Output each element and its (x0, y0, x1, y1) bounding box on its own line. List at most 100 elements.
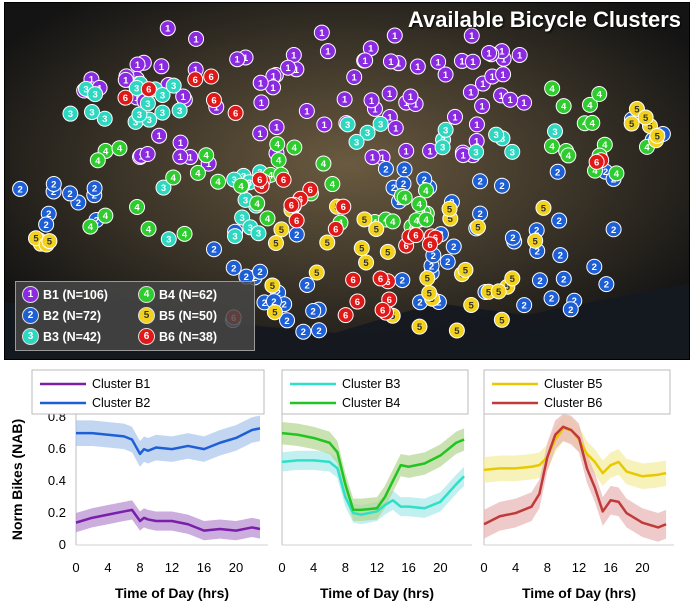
station-marker-b5[interactable]: 5 (41, 233, 58, 250)
station-marker-b4[interactable]: 4 (555, 98, 572, 115)
station-marker-b4[interactable]: 4 (165, 169, 182, 186)
station-marker-b2[interactable]: 2 (38, 216, 55, 233)
station-marker-b2[interactable]: 2 (586, 258, 603, 275)
station-marker-b2[interactable]: 2 (472, 173, 489, 190)
station-marker-b4[interactable]: 4 (189, 164, 206, 181)
station-marker-b1[interactable]: 1 (386, 27, 403, 44)
station-marker-b6[interactable]: 6 (327, 220, 344, 237)
station-marker-b1[interactable]: 1 (139, 146, 156, 163)
station-marker-b3[interactable]: 3 (468, 143, 485, 160)
station-marker-b2[interactable]: 2 (551, 212, 568, 229)
station-marker-b3[interactable]: 3 (547, 123, 564, 140)
station-marker-b1[interactable]: 1 (346, 69, 363, 86)
station-marker-b2[interactable]: 2 (288, 226, 305, 243)
station-marker-b1[interactable]: 1 (382, 53, 399, 70)
station-marker-b2[interactable]: 2 (552, 247, 569, 264)
station-marker-b5[interactable]: 5 (463, 297, 480, 314)
station-marker-b5[interactable]: 5 (441, 200, 458, 217)
station-marker-b6[interactable]: 6 (283, 197, 300, 214)
station-marker-b2[interactable]: 2 (12, 180, 29, 197)
station-marker-b4[interactable]: 4 (269, 136, 286, 153)
station-marker-b5[interactable]: 5 (535, 199, 552, 216)
station-marker-b2[interactable]: 2 (543, 290, 560, 307)
station-marker-b2[interactable]: 2 (225, 259, 242, 276)
station-marker-b2[interactable]: 2 (377, 160, 394, 177)
station-marker-b1[interactable]: 1 (151, 127, 168, 144)
station-marker-b6[interactable]: 6 (374, 301, 391, 318)
station-marker-b5[interactable]: 5 (490, 283, 507, 300)
station-marker-b4[interactable]: 4 (544, 80, 561, 97)
station-marker-b6[interactable]: 6 (140, 81, 157, 98)
station-marker-b1[interactable]: 1 (464, 53, 481, 70)
station-marker-b4[interactable]: 4 (384, 213, 401, 230)
station-marker-b5[interactable]: 5 (368, 220, 385, 237)
station-marker-b1[interactable]: 1 (319, 43, 336, 60)
station-marker-b1[interactable]: 1 (313, 24, 330, 41)
station-marker-b4[interactable]: 4 (396, 189, 413, 206)
station-marker-b4[interactable]: 4 (608, 165, 625, 182)
station-marker-b5[interactable]: 5 (421, 284, 438, 301)
station-marker-b4[interactable]: 4 (97, 207, 114, 224)
station-marker-b3[interactable]: 3 (160, 231, 177, 248)
station-marker-b6[interactable]: 6 (421, 236, 438, 253)
station-marker-b3[interactable]: 3 (165, 77, 182, 94)
station-marker-b2[interactable]: 2 (555, 270, 572, 287)
station-marker-b4[interactable]: 4 (176, 225, 193, 242)
station-marker-b6[interactable]: 6 (251, 171, 268, 188)
station-marker-b2[interactable]: 2 (279, 312, 296, 329)
station-marker-b1[interactable]: 1 (387, 119, 404, 136)
station-marker-b1[interactable]: 1 (437, 66, 454, 83)
station-marker-b3[interactable]: 3 (139, 95, 156, 112)
station-marker-b2[interactable]: 2 (396, 161, 413, 178)
station-marker-b2[interactable]: 2 (494, 177, 511, 194)
station-marker-b4[interactable]: 4 (584, 114, 601, 131)
station-marker-b6[interactable]: 6 (117, 89, 134, 106)
station-marker-b2[interactable]: 2 (516, 297, 533, 314)
station-marker-b5[interactable]: 5 (308, 264, 325, 281)
station-marker-b4[interactable]: 4 (210, 173, 227, 190)
station-marker-b3[interactable]: 3 (226, 228, 243, 245)
station-marker-b1[interactable]: 1 (268, 119, 285, 136)
station-marker-b3[interactable]: 3 (87, 86, 104, 103)
station-marker-b1[interactable]: 1 (175, 88, 192, 105)
station-marker-b3[interactable]: 3 (171, 102, 188, 119)
station-marker-b4[interactable]: 4 (140, 220, 157, 237)
station-marker-b5[interactable]: 5 (411, 318, 428, 335)
station-marker-b1[interactable]: 1 (188, 30, 205, 47)
station-marker-b6[interactable]: 6 (288, 212, 305, 229)
station-marker-b6[interactable]: 6 (335, 198, 352, 215)
station-marker-b3[interactable]: 3 (504, 143, 521, 160)
station-marker-b2[interactable]: 2 (86, 180, 103, 197)
station-marker-b1[interactable]: 1 (502, 91, 519, 108)
station-marker-b1[interactable]: 1 (463, 27, 480, 44)
station-marker-b3[interactable]: 3 (250, 225, 267, 242)
station-marker-b1[interactable]: 1 (172, 148, 189, 165)
station-marker-b6[interactable]: 6 (588, 153, 605, 170)
station-marker-b1[interactable]: 1 (511, 46, 528, 63)
station-marker-b5[interactable]: 5 (623, 115, 640, 132)
station-marker-b3[interactable]: 3 (96, 110, 113, 127)
station-marker-b2[interactable]: 2 (605, 221, 622, 238)
station-marker-b4[interactable]: 4 (89, 152, 106, 169)
station-marker-b4[interactable]: 4 (543, 138, 560, 155)
station-marker-b1[interactable]: 1 (495, 66, 512, 83)
station-marker-b1[interactable]: 1 (363, 92, 380, 109)
station-marker-b1[interactable]: 1 (516, 94, 533, 111)
station-marker-b4[interactable]: 4 (111, 140, 128, 157)
station-marker-b2[interactable]: 2 (445, 238, 462, 255)
station-marker-b2[interactable]: 2 (439, 253, 456, 270)
station-marker-b1[interactable]: 1 (398, 142, 415, 159)
station-marker-b6[interactable]: 6 (345, 271, 362, 288)
station-marker-b4[interactable]: 4 (233, 177, 250, 194)
station-marker-b4[interactable]: 4 (411, 196, 428, 213)
station-marker-b1[interactable]: 1 (381, 85, 398, 102)
station-marker-b6[interactable]: 6 (187, 71, 204, 88)
station-marker-b4[interactable]: 4 (315, 155, 332, 172)
station-marker-b5[interactable]: 5 (457, 261, 474, 278)
station-marker-b1[interactable]: 1 (253, 94, 270, 111)
station-marker-b1[interactable]: 1 (402, 88, 419, 105)
station-marker-b1[interactable]: 1 (455, 147, 472, 164)
station-marker-b1[interactable]: 1 (280, 59, 297, 76)
station-marker-b1[interactable]: 1 (298, 103, 315, 120)
station-marker-b2[interactable]: 2 (598, 276, 615, 293)
